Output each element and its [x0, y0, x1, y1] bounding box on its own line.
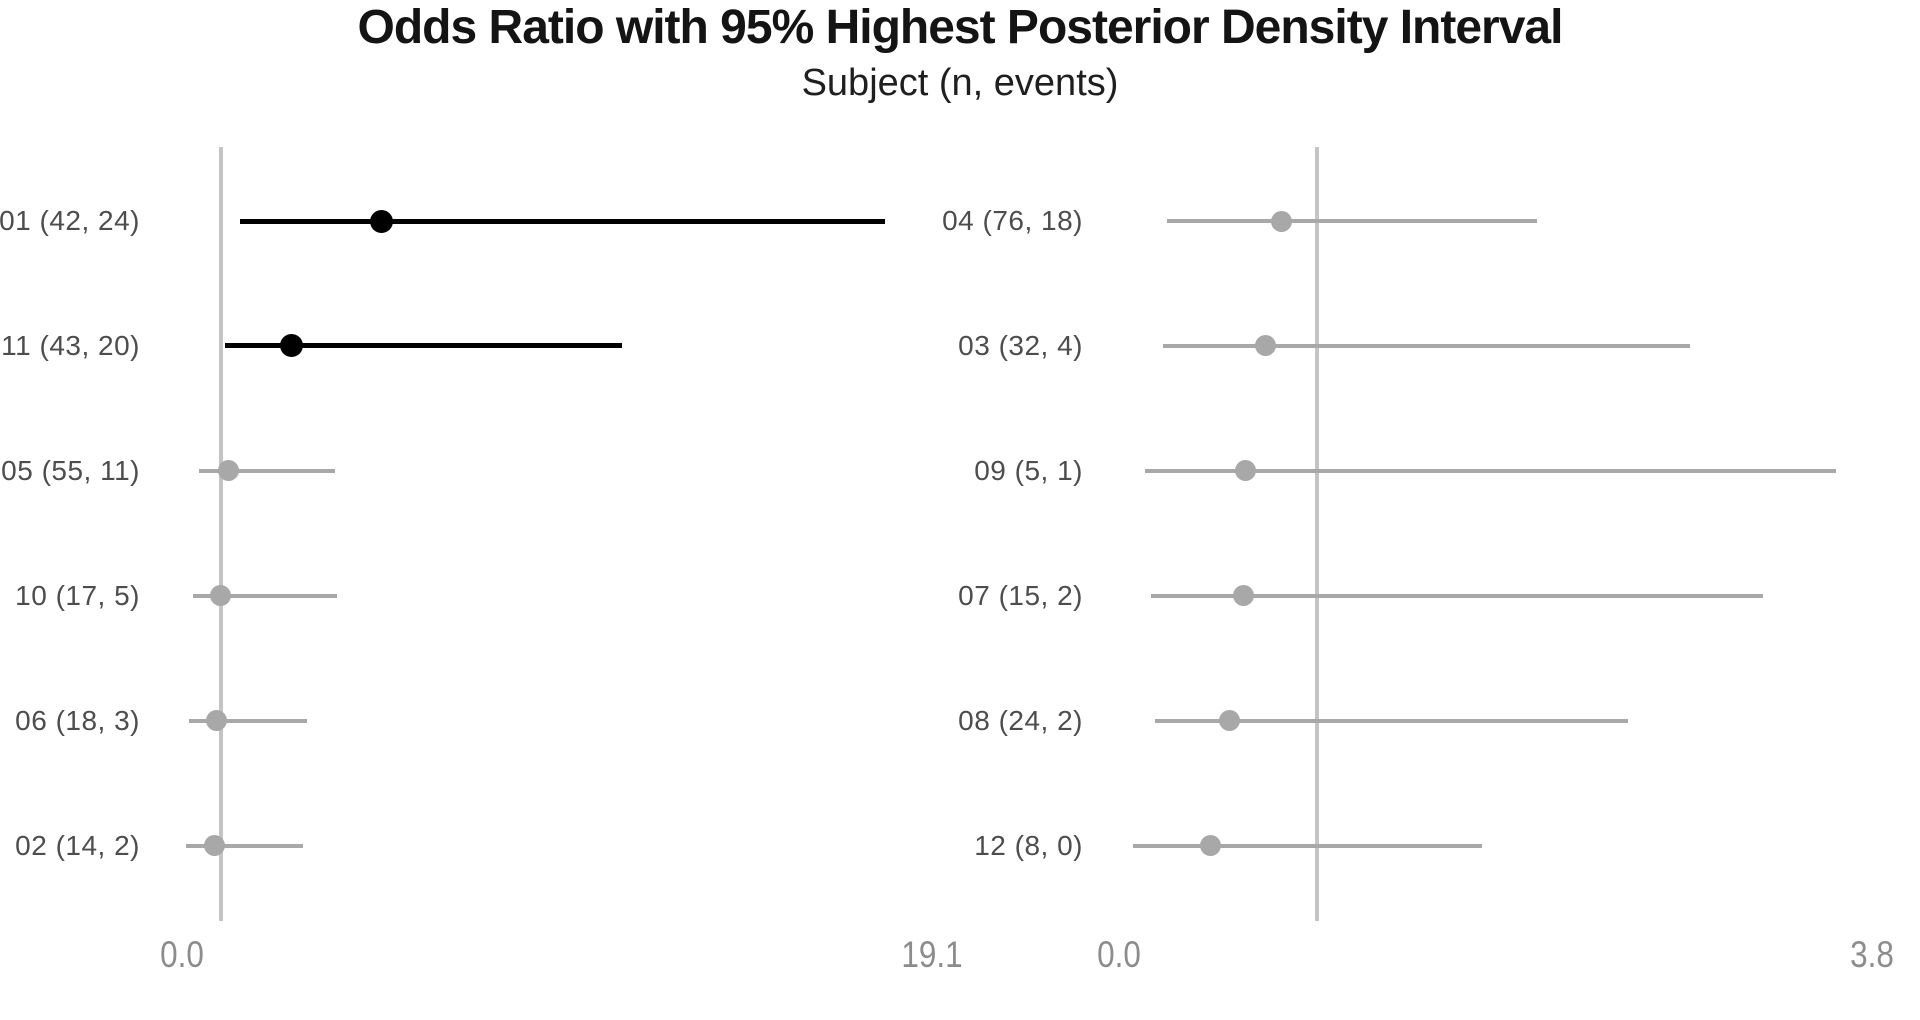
ci-line: [1162, 343, 1690, 348]
point-estimate: [203, 835, 225, 856]
subject-label: 06 (18, 3): [15, 704, 140, 736]
point-estimate: [1219, 710, 1241, 732]
point-estimate: [206, 710, 228, 732]
chart-subtitle: Subject (n, events): [801, 62, 1119, 104]
reference-line: [218, 147, 223, 921]
ci-line: [1144, 468, 1837, 473]
subject-label: 12 (8, 0): [974, 829, 1083, 861]
subject-label: 11 (43, 20): [1, 329, 140, 361]
subject-label: 05 (55, 11): [1, 454, 140, 486]
point-estimate: [1255, 335, 1277, 357]
subject-label: 01 (42, 24): [0, 205, 140, 236]
ci-line: [199, 468, 335, 473]
point-estimate: [1233, 585, 1255, 607]
ci-line: [1166, 219, 1538, 223]
subject-label: 07 (15, 2): [958, 579, 1083, 611]
x-tick-label: 0.0: [159, 934, 204, 975]
ci-line: [1154, 718, 1629, 723]
chart-title: Odds Ratio with 95% Highest Posterior De…: [357, 1, 1564, 54]
point-estimate: [370, 209, 394, 233]
ci-line: [189, 718, 308, 723]
point-estimate: [1235, 460, 1257, 482]
subject-label: 04 (76, 18): [942, 205, 1083, 236]
reference-line: [1315, 147, 1320, 921]
point-estimate: [280, 334, 304, 358]
point-estimate: [1270, 210, 1292, 232]
ci-line: [240, 218, 885, 224]
subject-label: 09 (5, 1): [974, 454, 1083, 486]
subject-label: 08 (24, 2): [958, 704, 1083, 736]
subject-label: 02 (14, 2): [15, 829, 140, 861]
ci-line: [186, 843, 304, 848]
subject-label: 10 (17, 5): [15, 579, 140, 611]
subject-label: 03 (32, 4): [958, 329, 1083, 361]
ci-line: [224, 343, 622, 349]
ci-line: [1150, 593, 1763, 598]
ci-line: [1132, 843, 1482, 848]
x-tick-label: 19.1: [901, 934, 963, 975]
ci-line: [193, 593, 337, 598]
point-estimate: [1199, 835, 1221, 856]
x-tick-label: 0.0: [1097, 934, 1141, 975]
point-estimate: [210, 585, 232, 607]
point-estimate: [218, 460, 240, 482]
x-tick-label: 3.8: [1850, 934, 1894, 975]
